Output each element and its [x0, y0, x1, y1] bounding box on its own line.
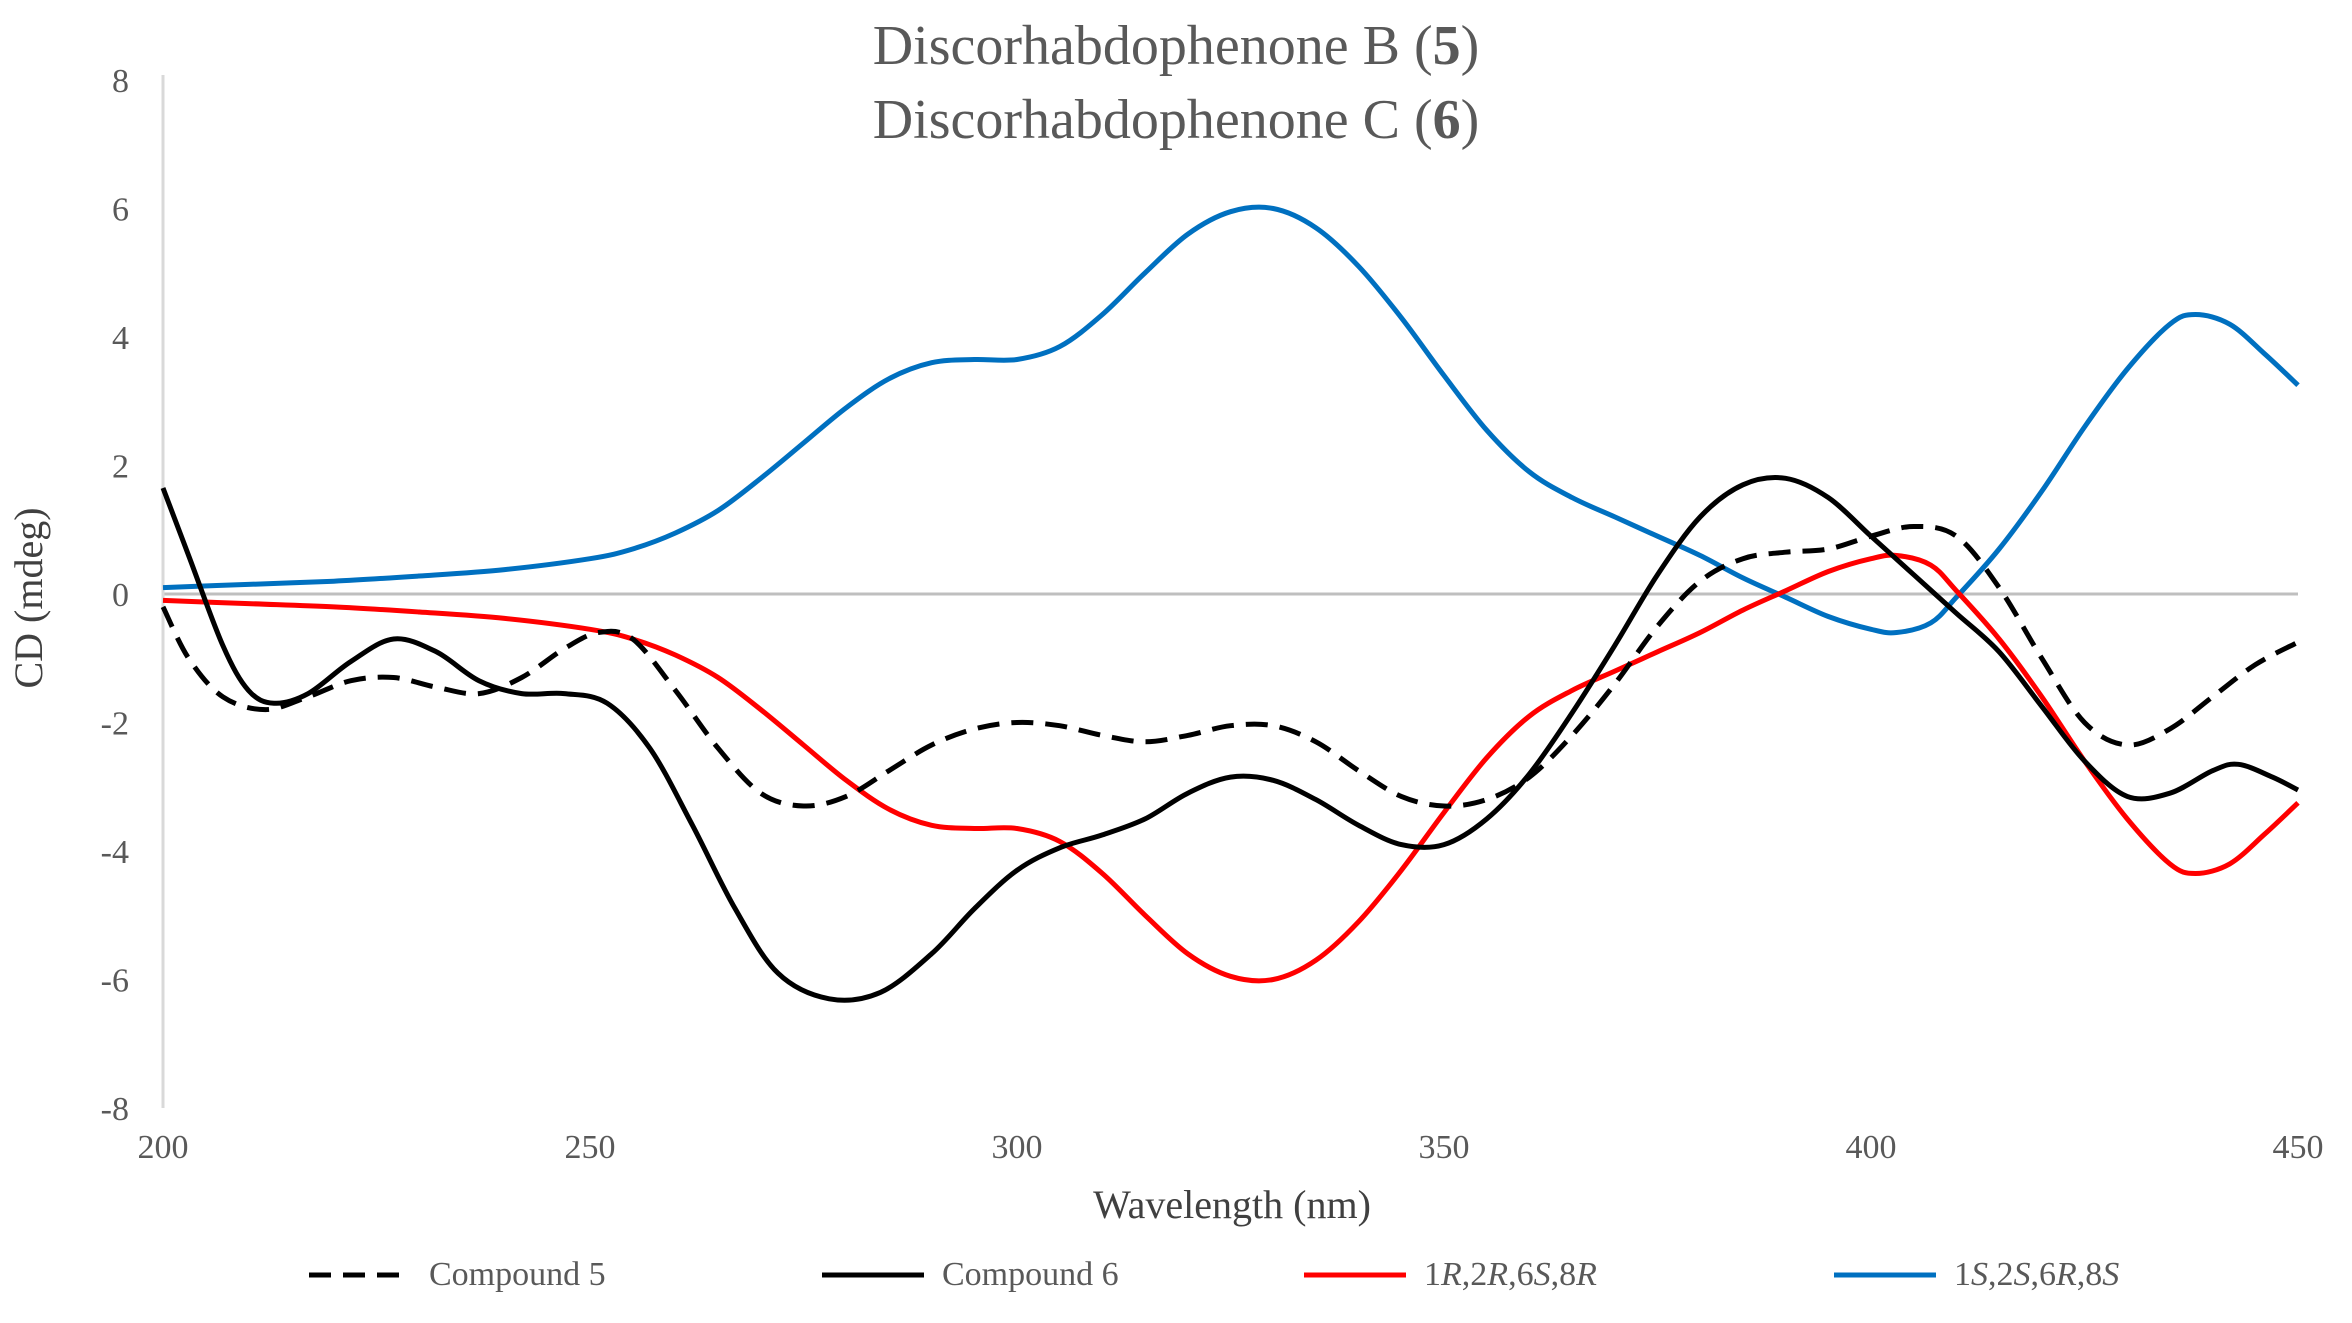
chart-title-line-2: Discorhabdophenone C (6) [872, 89, 1480, 151]
y-tick-label: -8 [101, 1091, 129, 1128]
legend-item: Compound 5 [305, 1245, 606, 1305]
legend-label: Compound 6 [942, 1256, 1119, 1293]
tick-labels-layer: -8 -6 -4 -2 0 2 4 6 8 200 250 300 350 400 450 [101, 63, 2324, 1166]
x-axis-label: Wavelength (nm) [1093, 1182, 1371, 1227]
chart-legend: Compound 5 Compound 6 1R,2R,6S,8R 1S,2S,6R,… [0, 1245, 2352, 1305]
legend-item: 1S,2S,6R,8S [1830, 1245, 2119, 1305]
legend-label: 1R,2R,6S,8R [1424, 1256, 1597, 1293]
x-tick-label: 450 [2273, 1129, 2324, 1166]
chart-title-line-1: Discorhabdophenone B (5) [872, 15, 1480, 77]
series-line-2 [162, 552, 2300, 984]
series-line-1 [160, 475, 2300, 1003]
y-tick-label: -2 [101, 706, 129, 743]
y-tick-label: 6 [112, 192, 129, 229]
x-tick-label: 250 [565, 1129, 616, 1166]
legend-swatch [1834, 1272, 1936, 1278]
legend-item: Compound 6 [818, 1245, 1119, 1305]
legend-label: 1S,2S,6R,8S [1954, 1256, 2120, 1293]
y-axis-label: CD (mdeg) [6, 507, 51, 688]
legend-label: Compound 5 [429, 1256, 606, 1293]
y-tick-label: -6 [101, 963, 129, 1000]
x-tick-label: 300 [992, 1129, 1043, 1166]
y-tick-label: 4 [112, 320, 129, 357]
series-line-3 [162, 204, 2300, 636]
legend-swatch [1304, 1272, 1406, 1278]
legend-swatch [822, 1272, 924, 1278]
y-tick-label: 8 [112, 63, 129, 100]
x-tick-label: 350 [1419, 1129, 1470, 1166]
y-tick-label: -4 [101, 834, 129, 871]
legend-swatch [309, 1272, 411, 1278]
x-tick-label: 400 [1846, 1129, 1897, 1166]
legend-item: 1R,2R,6S,8R [1300, 1245, 1597, 1305]
y-tick-label: 2 [112, 449, 129, 486]
y-tick-label: 0 [112, 577, 129, 614]
series-layer [160, 204, 2300, 1003]
series-line-0 [160, 523, 2300, 809]
x-tick-label: 200 [138, 1129, 189, 1166]
